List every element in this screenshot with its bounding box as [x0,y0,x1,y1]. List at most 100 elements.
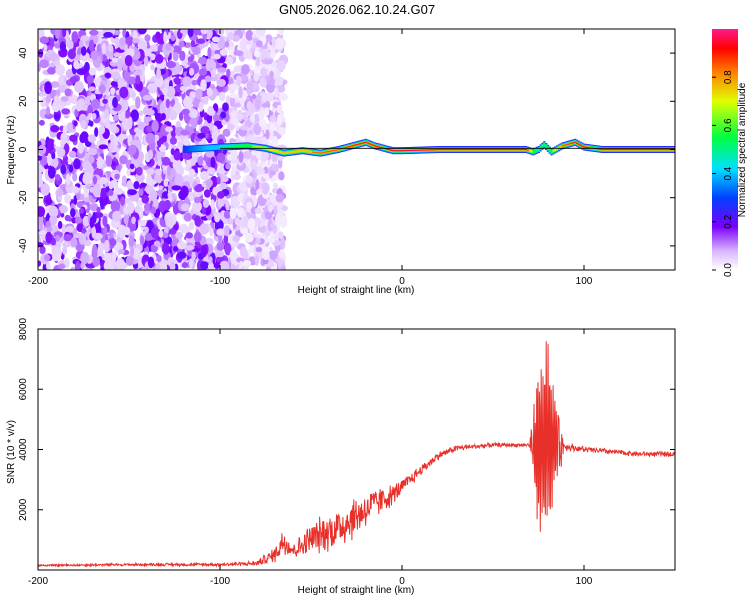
spectrogram-cell [179,50,186,61]
ridge-cell [625,148,628,151]
spectrogram-cell [111,251,117,262]
ridge-cell [315,152,318,154]
spectrogram-cell [57,147,66,157]
ridge-cell [273,149,276,152]
spectrogram-cell [204,75,212,83]
ridge-cell [191,146,195,152]
spectrogram-cell [85,201,91,214]
ridge-cell [222,145,225,149]
ridge-cell [444,148,448,151]
spectrogram-cell [220,175,229,183]
spectrogram-x-label: Height of straight line (km) [298,285,415,296]
spectrogram-cell [38,230,47,236]
spectrogram-cell [244,232,253,240]
spectrogram-cell [207,263,214,270]
spectrogram-cell [266,91,274,102]
ridge-cell [426,149,429,151]
ridge-cell [606,148,610,151]
ridge-cell [601,148,604,151]
spectrogram-cell [200,79,207,92]
ridge-cell [393,150,397,152]
spectrogram-cell [44,113,54,120]
spectrogram-ridge [182,138,675,157]
spectrogram-cell [71,31,79,44]
ridge-cell [237,144,240,148]
spectrogram-cell [85,165,94,172]
spectrogram-cell [57,83,67,93]
ridge-cell [250,144,253,149]
ridge-cell [566,143,569,145]
spectrogram-cell [234,50,244,56]
spectrogram-cell [271,136,278,147]
ridge-cell [563,144,566,146]
spectrogram-cell [91,226,97,239]
spectrogram-cell [185,232,193,239]
spectrogram-cell [211,68,216,78]
spectrogram-cell [178,111,184,121]
ridge-cell [612,148,615,151]
spectrogram-cell [138,219,148,227]
spectrogram-cell [153,134,160,142]
spectrogram-cell [267,203,273,213]
spectrogram-cell [50,125,60,133]
spectrogram-cell [127,201,135,214]
ridge-cell [199,145,202,151]
spectrogram-cell [258,168,265,175]
ridge-cell [390,149,393,151]
x-tick-label: -200 [28,276,48,287]
spectrogram-cell [121,175,127,185]
spectrogram-cell [245,175,254,184]
spectrogram-cell [80,120,87,129]
spectrogram-cell [275,193,284,203]
ridge-cell [363,142,366,144]
spectrogram-cell [54,29,61,39]
ridge-cell [359,143,362,145]
spectrogram-cell [267,259,275,268]
spectrogram-cell [169,136,177,145]
ridge-cell [350,145,353,147]
spectrogram-cell [213,53,221,60]
spectrogram-cell [268,77,275,86]
spectrogram-cell [98,126,106,135]
spectrogram-cell [155,31,161,40]
spectrogram-cell [253,227,258,238]
spectrogram-cell [222,102,229,112]
ridge-cell [454,148,457,151]
ridge-cell [519,148,522,151]
spectrogram-cell [126,180,133,190]
ridge-cell [550,150,553,154]
ridge-cell [213,145,216,150]
spectrogram-cell [278,171,285,181]
ridge-cell [523,148,526,151]
spectrogram-cell [159,68,166,75]
spectrogram-cell [44,198,53,206]
ridge-cell [481,148,484,151]
spectrogram-cell [38,242,44,248]
spectrogram-cell [216,241,225,252]
chart-title: GN05.2026.062.10.24.G07 [279,2,435,17]
ridge-cell [272,149,275,152]
ridge-cell [206,145,209,151]
ridge-cell [470,148,473,151]
ridge-cell [337,148,340,151]
spectrogram-cell [144,202,152,212]
spectrogram-cell [253,122,262,136]
spectrogram-cell [91,98,100,110]
spectrogram-cell [147,149,154,160]
spectrogram-cell [203,95,209,105]
spectrogram-cell [229,249,238,261]
spectrogram-cell [130,109,139,122]
spectrogram-cell [255,246,263,253]
ridge-cell [182,146,185,153]
snr-y-axis: 2000 4000 6000 8000 [18,317,675,521]
ridge-cell [352,145,355,147]
ridge-cell [415,149,418,151]
ridge-cell [552,149,555,153]
spectrogram-cell [102,215,108,227]
spectrogram-cell [102,98,108,104]
ridge-cell [290,150,293,154]
ridge-cell [626,148,630,151]
spectrogram-cell [146,173,153,187]
ridge-cell [650,148,653,151]
spectrogram-cell [171,185,182,191]
